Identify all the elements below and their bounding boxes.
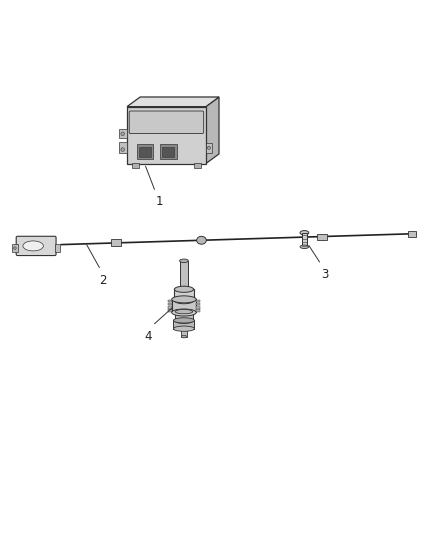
Bar — [168, 303, 172, 305]
Bar — [175, 312, 193, 321]
Ellipse shape — [180, 259, 188, 263]
Bar — [119, 130, 127, 138]
Bar — [302, 233, 307, 247]
Text: 3: 3 — [321, 268, 328, 281]
Bar — [180, 261, 188, 290]
Bar — [111, 239, 121, 246]
Ellipse shape — [172, 309, 196, 316]
Bar — [137, 144, 153, 159]
Bar — [196, 300, 200, 302]
Ellipse shape — [197, 236, 206, 244]
Bar — [12, 244, 18, 252]
Polygon shape — [127, 97, 219, 107]
Bar — [139, 147, 151, 157]
Bar — [317, 234, 327, 240]
Ellipse shape — [172, 296, 196, 303]
Ellipse shape — [300, 245, 309, 248]
Text: 2: 2 — [99, 274, 107, 287]
Text: 4: 4 — [144, 330, 152, 343]
Bar — [119, 142, 127, 152]
Bar — [172, 300, 196, 312]
Bar — [408, 231, 416, 237]
Bar — [194, 163, 201, 168]
Ellipse shape — [181, 335, 187, 338]
Bar — [196, 310, 200, 312]
Bar — [160, 144, 177, 159]
Bar — [206, 143, 212, 152]
Bar — [196, 306, 200, 309]
Bar — [181, 328, 187, 336]
Ellipse shape — [175, 310, 193, 314]
Ellipse shape — [208, 146, 211, 149]
Ellipse shape — [180, 289, 188, 292]
Bar — [162, 147, 174, 157]
Bar — [168, 306, 172, 309]
Ellipse shape — [300, 231, 309, 235]
Bar — [168, 300, 172, 302]
FancyBboxPatch shape — [16, 236, 56, 255]
Ellipse shape — [14, 247, 16, 249]
Ellipse shape — [174, 297, 194, 304]
FancyBboxPatch shape — [129, 111, 204, 134]
Bar — [55, 244, 60, 252]
Bar — [174, 289, 194, 301]
Bar — [168, 310, 172, 312]
Bar — [196, 303, 200, 305]
Ellipse shape — [173, 318, 194, 323]
Text: 1: 1 — [156, 195, 164, 208]
Bar — [127, 107, 206, 164]
Ellipse shape — [121, 132, 124, 135]
Bar — [132, 163, 139, 168]
Polygon shape — [206, 97, 219, 164]
Ellipse shape — [121, 148, 124, 151]
Ellipse shape — [173, 326, 194, 332]
Ellipse shape — [174, 286, 194, 292]
Ellipse shape — [23, 241, 43, 251]
Bar — [173, 320, 194, 329]
Ellipse shape — [175, 319, 193, 324]
